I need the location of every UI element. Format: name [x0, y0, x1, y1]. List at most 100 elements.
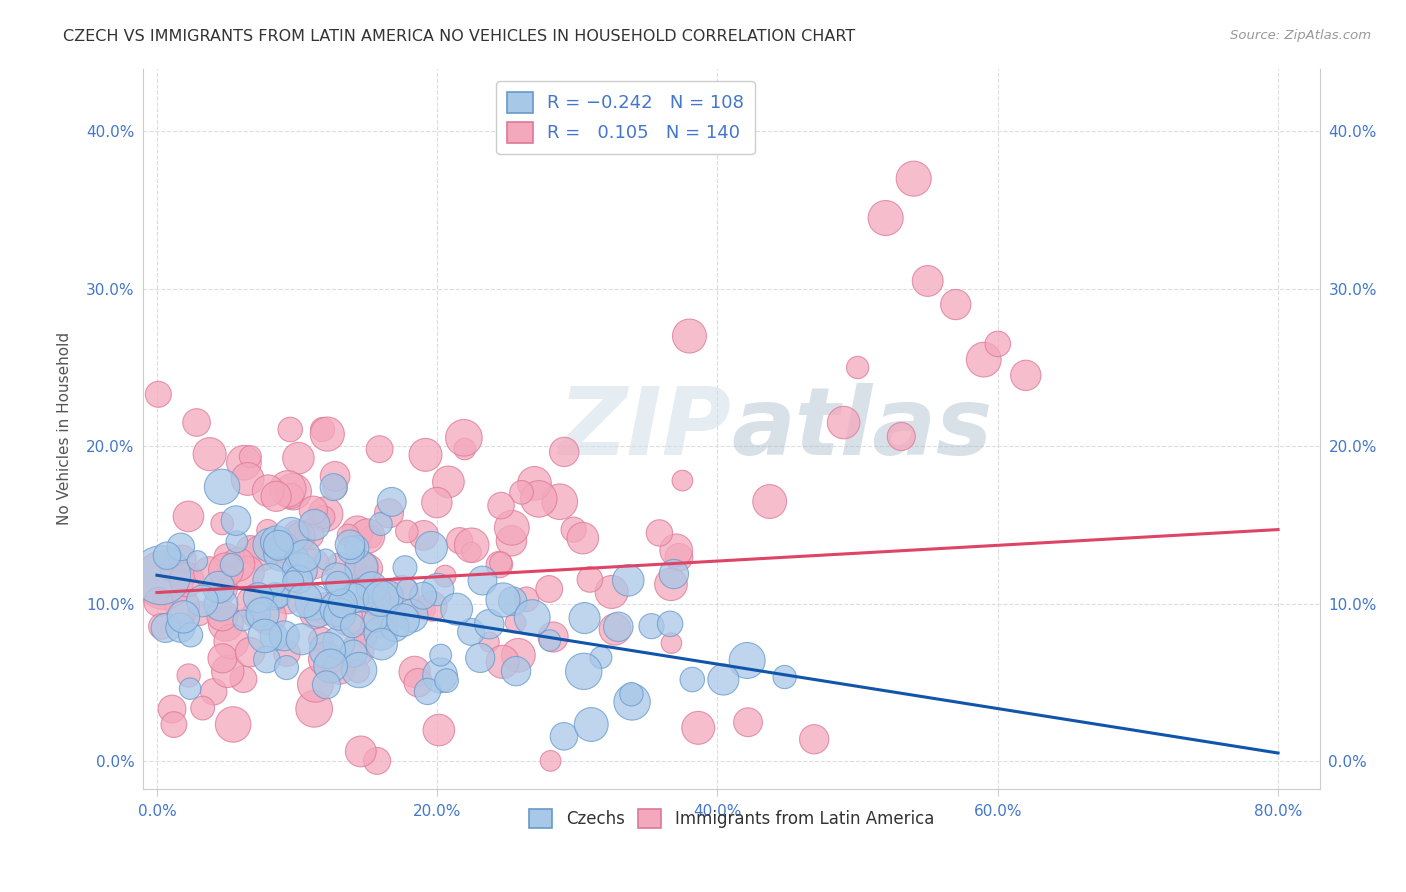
Point	[256, 652, 278, 666]
Point	[326, 601, 349, 615]
Point	[370, 516, 392, 531]
Point	[225, 514, 247, 528]
Point	[803, 732, 825, 747]
Point	[191, 594, 214, 608]
Point	[454, 442, 477, 456]
Point	[315, 601, 337, 615]
Point	[471, 574, 494, 588]
Point	[562, 523, 585, 537]
Point	[917, 274, 939, 288]
Point	[523, 476, 546, 491]
Point	[505, 664, 527, 678]
Point	[221, 558, 243, 572]
Point	[259, 538, 281, 552]
Point	[381, 495, 404, 509]
Point	[309, 632, 332, 647]
Point	[315, 552, 337, 566]
Point	[395, 524, 418, 539]
Point	[259, 574, 281, 588]
Point	[304, 677, 326, 691]
Point	[356, 632, 378, 646]
Point	[688, 721, 710, 735]
Point	[264, 589, 287, 603]
Point	[404, 665, 426, 679]
Point	[352, 561, 374, 575]
Point	[243, 596, 266, 610]
Point	[222, 717, 245, 731]
Point	[427, 723, 450, 737]
Point	[735, 653, 758, 667]
Point	[370, 626, 392, 640]
Point	[364, 613, 387, 627]
Point	[219, 634, 242, 648]
Point	[211, 516, 233, 531]
Point	[225, 534, 247, 549]
Point	[538, 633, 561, 648]
Point	[429, 668, 451, 682]
Point	[211, 608, 233, 623]
Point	[668, 550, 690, 565]
Point	[294, 549, 316, 563]
Point	[945, 297, 967, 311]
Point	[280, 528, 302, 542]
Point	[492, 593, 515, 607]
Point	[207, 580, 229, 594]
Point	[211, 480, 233, 494]
Point	[890, 429, 912, 443]
Point	[191, 701, 214, 715]
Point	[267, 589, 290, 603]
Point	[621, 695, 644, 709]
Point	[491, 655, 513, 669]
Point	[276, 591, 298, 606]
Point	[617, 574, 640, 588]
Point	[315, 507, 337, 521]
Point	[603, 623, 626, 637]
Point	[973, 352, 995, 367]
Point	[215, 616, 238, 631]
Point	[371, 637, 394, 651]
Point	[360, 580, 382, 594]
Point	[522, 610, 544, 624]
Point	[172, 599, 194, 613]
Point	[326, 571, 349, 585]
Point	[273, 629, 295, 643]
Point	[426, 495, 449, 509]
Point	[665, 543, 688, 558]
Point	[356, 529, 378, 543]
Point	[163, 717, 186, 731]
Point	[429, 648, 451, 662]
Point	[449, 533, 471, 548]
Point	[177, 668, 200, 682]
Point	[350, 560, 373, 574]
Point	[277, 482, 299, 496]
Point	[346, 524, 368, 539]
Point	[420, 599, 443, 614]
Point	[156, 549, 179, 563]
Point	[276, 646, 298, 660]
Point	[875, 211, 897, 225]
Point	[572, 531, 595, 545]
Point	[288, 563, 311, 577]
Point	[186, 554, 208, 568]
Point	[659, 616, 682, 631]
Point	[357, 562, 380, 576]
Point	[236, 472, 259, 486]
Point	[323, 480, 346, 494]
Point	[515, 592, 537, 607]
Point	[846, 360, 869, 375]
Point	[315, 652, 337, 666]
Point	[391, 586, 413, 600]
Point	[501, 521, 523, 535]
Point	[607, 620, 630, 634]
Point	[349, 588, 371, 602]
Point	[148, 387, 170, 401]
Point	[342, 647, 364, 661]
Point	[412, 528, 434, 542]
Point	[436, 673, 458, 688]
Point	[384, 620, 406, 634]
Point	[278, 422, 301, 436]
Point	[256, 523, 278, 537]
Point	[574, 611, 596, 625]
Point	[510, 485, 533, 500]
Point	[283, 574, 305, 589]
